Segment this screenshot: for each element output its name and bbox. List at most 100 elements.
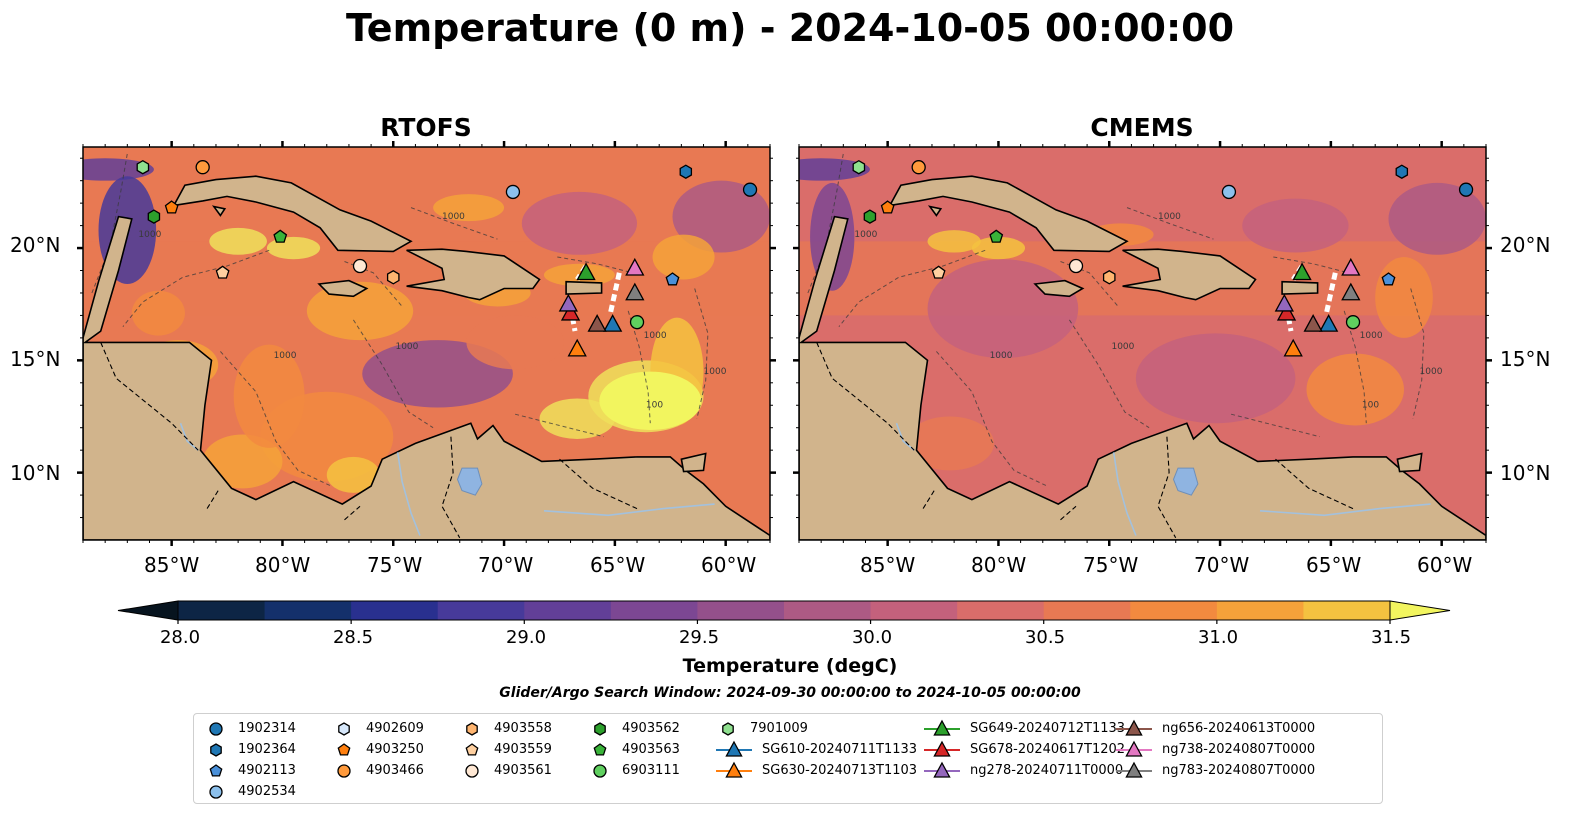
obs-marker-1902314 bbox=[1458, 182, 1474, 197]
country-border bbox=[100, 342, 199, 451]
colorbar-bin bbox=[264, 601, 352, 620]
river bbox=[1112, 452, 1137, 536]
river bbox=[1259, 503, 1431, 517]
colorbar-label: Temperature (degC) bbox=[682, 655, 898, 677]
obs-marker-ng738-20240807T0000 bbox=[625, 257, 645, 276]
colorbar-bin bbox=[1216, 601, 1304, 620]
land bbox=[406, 248, 541, 301]
isobath-contour bbox=[838, 249, 986, 328]
isobath-contour bbox=[1273, 256, 1349, 274]
legend-item: SG678-20240617T1202 bbox=[922, 739, 1125, 760]
colorbar-bin bbox=[1130, 601, 1218, 620]
sst-patch bbox=[1242, 198, 1349, 253]
lake bbox=[456, 467, 483, 496]
obs-marker-SG610-20240711T1133 bbox=[603, 314, 623, 332]
obs-marker-6903111 bbox=[629, 315, 645, 330]
obs-marker-1902364 bbox=[679, 164, 693, 179]
legend-item: 4903561 bbox=[458, 760, 552, 781]
colorbar-tick-label: 31.0 bbox=[1197, 627, 1239, 648]
river bbox=[543, 503, 715, 517]
legend-label: 4902609 bbox=[366, 721, 424, 736]
obs-marker-4903558 bbox=[1102, 270, 1116, 285]
y-tick-label-right-20n: 20°N bbox=[1500, 233, 1551, 257]
legend-marker-ng783-20240807T0000 bbox=[1116, 761, 1152, 778]
colorbar-bin bbox=[437, 601, 525, 620]
panel-title-rtofs: RTOFS bbox=[380, 113, 472, 142]
legend-item: 7901009 bbox=[714, 718, 808, 739]
land bbox=[1281, 280, 1319, 295]
legend-label: 4902534 bbox=[238, 784, 296, 799]
legend-marker-4903466 bbox=[337, 763, 351, 778]
x-tick-label-p1-70w: 70°W bbox=[478, 553, 534, 577]
map-panel-cmems: 1000 1000 1000 1000 100 1000 1000 bbox=[799, 147, 1486, 540]
legend-marker-ng278-20240711T0000 bbox=[933, 761, 951, 778]
legend-label: 4903561 bbox=[494, 763, 552, 778]
axes-frame bbox=[798, 146, 1487, 541]
obs-marker-SG630-20240713T1103 bbox=[1283, 338, 1303, 357]
sst-patch bbox=[539, 398, 615, 439]
legend-marker-SG610-20240711T1133 bbox=[716, 740, 752, 757]
sst-patch bbox=[1388, 182, 1486, 255]
obs-marker-4902534 bbox=[505, 184, 521, 200]
legend-item: SG630-20240713T1103 bbox=[714, 760, 917, 781]
sst-patch bbox=[521, 191, 638, 255]
sst-patch bbox=[927, 259, 1079, 359]
obs-marker-4903563 bbox=[273, 229, 288, 243]
obs-marker-SG678-20240617T1202 bbox=[1276, 302, 1297, 321]
obs-marker-ng656-20240613T0000 bbox=[1303, 314, 1323, 332]
x-tick-label-p2-70w: 70°W bbox=[1194, 553, 1250, 577]
country-border bbox=[922, 490, 935, 509]
colorbar-bin bbox=[697, 601, 785, 620]
legend-item: 4903563 bbox=[586, 739, 680, 760]
sst-patch bbox=[466, 315, 564, 370]
legend-item: 4903466 bbox=[330, 760, 424, 781]
legend-item: 1902314 bbox=[202, 718, 296, 739]
legend-item: 4903250 bbox=[330, 739, 424, 760]
legend-label: 6903111 bbox=[622, 763, 680, 778]
contour-label: 1000 bbox=[395, 342, 418, 352]
isobath-contour bbox=[1343, 310, 1367, 424]
legend-marker-SG630-20240713T1103 bbox=[716, 761, 752, 778]
sst-patch bbox=[209, 227, 267, 255]
land bbox=[83, 215, 770, 540]
obs-marker-SG678-20240617T1202 bbox=[560, 302, 581, 321]
search-window-caption: Glider/Argo Search Window: 2024-09-30 00… bbox=[499, 685, 1081, 701]
obs-marker-ng738-20240807T0000 bbox=[1341, 257, 1361, 276]
legend-marker-ng278-20240711T0000 bbox=[924, 761, 960, 778]
isobath-contour bbox=[936, 351, 1048, 487]
legend-label: 4903466 bbox=[366, 763, 424, 778]
obs-marker-4903558 bbox=[386, 270, 400, 285]
obs-marker-4903466 bbox=[195, 160, 210, 175]
x-tick-label-p2-65w: 65°W bbox=[1306, 553, 1362, 577]
colorbar-bin bbox=[870, 601, 958, 620]
sst-patch bbox=[233, 344, 305, 448]
legend-marker-4902609 bbox=[338, 721, 350, 736]
legend-label: 4903250 bbox=[366, 742, 424, 757]
obs-marker-4902113 bbox=[665, 272, 680, 286]
obs-marker-ng783-20240807T0000 bbox=[625, 282, 645, 301]
colorbar-bin bbox=[1303, 601, 1391, 620]
sst-patch bbox=[326, 456, 380, 493]
contour-label: 1000 bbox=[274, 351, 297, 361]
contour-label: 100 bbox=[646, 401, 663, 411]
obs-marker-4903466 bbox=[911, 160, 926, 175]
y-tick-label-left-10n: 10°N bbox=[10, 461, 61, 485]
sst-patch bbox=[433, 194, 505, 222]
contour-label: 1000 bbox=[990, 351, 1013, 361]
colorbar-bin bbox=[178, 601, 266, 620]
colorbar-frame bbox=[177, 600, 1391, 621]
legend-item: ng738-20240807T0000 bbox=[1114, 739, 1315, 760]
sst-patch bbox=[202, 434, 283, 489]
isobath-contour bbox=[410, 207, 498, 240]
x-tick-label-p2-85w: 85°W bbox=[860, 553, 916, 577]
legend-marker-1902364 bbox=[210, 742, 222, 757]
x-tick-label-p2-75w: 75°W bbox=[1083, 553, 1139, 577]
legend-label: ng656-20240613T0000 bbox=[1162, 721, 1316, 736]
obs-marker-4903250 bbox=[880, 200, 895, 214]
obs-marker-ng278-20240711T0000 bbox=[1274, 293, 1294, 312]
legend-label: SG678-20240617T1202 bbox=[970, 742, 1126, 757]
legend-item: 6903111 bbox=[586, 760, 680, 781]
isobath-contour bbox=[1068, 319, 1150, 429]
x-tick-label-p1-85w: 85°W bbox=[144, 553, 200, 577]
obs-marker-ng656-20240613T0000 bbox=[587, 314, 607, 332]
